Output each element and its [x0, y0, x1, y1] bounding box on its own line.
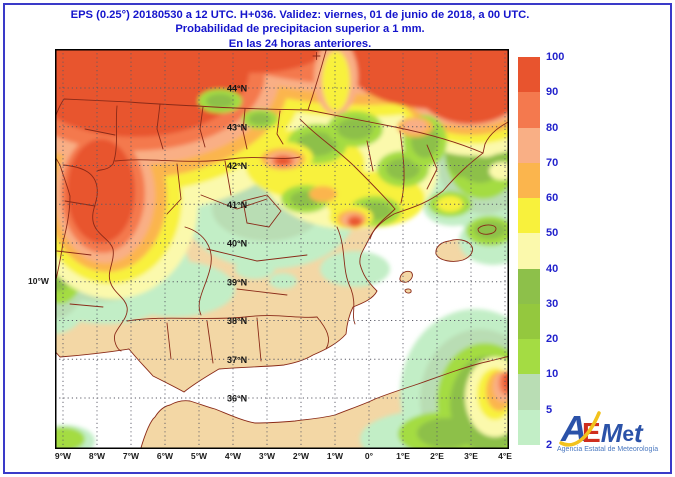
colorbar-tick-label: 100 [546, 51, 565, 63]
map-svg: 44°N 43°N 42°N 41°N 40°N 39°N 38°N 37°N 36°N [55, 49, 509, 449]
colorbar-tick-label: 70 [546, 156, 559, 169]
lat-label: 44°N [227, 84, 247, 94]
colorbar-segment [518, 303, 540, 340]
title-line-3: En las 24 horas anteriores. [228, 37, 372, 50]
colorbar-tick-label: 5 [546, 403, 553, 416]
colorbar-tick-label: 60 [546, 192, 559, 205]
lon-label: 2°E [430, 451, 444, 461]
colorbar-tick-label: 50 [546, 227, 559, 240]
lat-label: 43°N [227, 122, 247, 132]
colorbar-segment [518, 162, 540, 199]
lon-label: 1°E [396, 451, 410, 461]
logo-letter-t: t [634, 417, 643, 448]
aemet-wordmark: A E M e t [557, 399, 669, 448]
aemet-logo: A E M e t Agencia Estatal de Meteorologí… [557, 399, 669, 461]
lon-label: 4°W [224, 451, 242, 461]
lon-label: 3°E [464, 451, 478, 461]
colorbar-tick-label: 10 [546, 368, 559, 381]
map-title: EPS (0.25°) 20180530 a 12 UTC. H+036. Va… [30, 8, 570, 51]
lon-label: 5°W [190, 451, 208, 461]
title-line-2: Probabilidad de precipitacion superior a… [175, 23, 425, 36]
colorbar-segment [518, 92, 540, 128]
lat-label: 39°N [227, 277, 247, 287]
colorbar-segment [518, 339, 540, 375]
colorbar-segment [518, 198, 540, 234]
grid-lines [55, 49, 509, 449]
lat-label: 36°N [227, 394, 247, 404]
logo-letter-e-cap: E [582, 416, 601, 448]
colorbar-segment [518, 268, 540, 304]
colorbar-segment [518, 233, 540, 269]
colorbar-tick-label: 40 [546, 262, 559, 275]
logo-swoosh-icon [559, 411, 601, 447]
lon-label: 3°W [258, 451, 276, 461]
lon-label: 1°W [326, 451, 344, 461]
colorbar-segment [518, 374, 540, 410]
colorbar-segment [518, 127, 540, 163]
lon-label: 7°W [122, 451, 140, 461]
lon-label: 9°W [54, 451, 72, 461]
colorbar-labels: 100 90 80 70 60 50 40 30 20 10 5 2 [546, 52, 576, 451]
logo-letter-m: M [600, 417, 623, 448]
lon-label: 4°E [498, 451, 512, 461]
colorbar-segment [518, 409, 540, 445]
lat-label: 38°N [227, 316, 247, 326]
lat-label: 42°N [227, 161, 247, 171]
left-longitude-label: 10°W [28, 276, 49, 286]
logo-subtitle: Agencia Estatal de Meteorología [557, 446, 659, 453]
colorbar-tick-label: 90 [546, 86, 559, 99]
logo-letter-e: e [622, 423, 635, 447]
colorbar-segments [518, 57, 540, 446]
lon-axis: 9°W 8°W 7°W 6°W 5°W 4°W 3°W 2°W 1°W 0° 1°E 2°E 3°E 4°… [55, 451, 512, 463]
lon-label: 0° [364, 451, 374, 461]
colorbar-tick-label: 20 [546, 333, 559, 346]
colorbar-tick-label: 80 [546, 121, 559, 134]
colorbar-segment [518, 57, 540, 93]
lat-label: 41°N [227, 200, 247, 210]
lon-label: 8°W [88, 451, 106, 461]
lon-label: 2°W [292, 451, 310, 461]
map-frame [55, 49, 509, 449]
colorbar-tick-label: 2 [546, 438, 553, 451]
lon-label: 6°W [156, 451, 174, 461]
lat-label: 40°N [227, 239, 247, 249]
lat-label: 37°N [227, 355, 247, 365]
colorbar-tick-label: 30 [546, 297, 559, 310]
title-line-1: EPS (0.25°) 20180530 a 12 UTC. H+036. Va… [70, 9, 530, 21]
precip-contours [55, 49, 509, 449]
